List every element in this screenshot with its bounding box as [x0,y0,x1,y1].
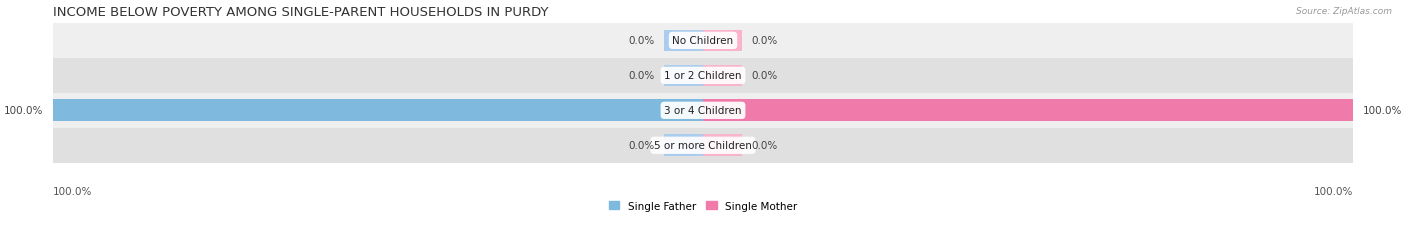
Bar [703,135,742,156]
Bar [53,100,703,122]
Bar [53,24,1353,59]
Text: 0.0%: 0.0% [628,71,654,81]
Text: 100.0%: 100.0% [4,106,44,116]
Text: 0.0%: 0.0% [752,141,778,151]
Bar [664,65,703,87]
Bar [703,100,1353,122]
Text: 0.0%: 0.0% [628,36,654,46]
Text: 0.0%: 0.0% [752,71,778,81]
Bar [703,30,742,52]
Bar [664,30,703,52]
Text: 100.0%: 100.0% [53,186,93,196]
Text: Source: ZipAtlas.com: Source: ZipAtlas.com [1296,7,1392,16]
Text: 5 or more Children: 5 or more Children [654,141,752,151]
Bar [53,59,1353,93]
Text: 1 or 2 Children: 1 or 2 Children [664,71,742,81]
Text: 0.0%: 0.0% [628,141,654,151]
Text: 3 or 4 Children: 3 or 4 Children [664,106,742,116]
Bar [53,128,1353,163]
Text: No Children: No Children [672,36,734,46]
Text: 100.0%: 100.0% [1362,106,1402,116]
Text: 100.0%: 100.0% [1313,186,1353,196]
Legend: Single Father, Single Mother: Single Father, Single Mother [609,201,797,211]
Bar [53,93,1353,128]
Text: 0.0%: 0.0% [752,36,778,46]
Bar [664,135,703,156]
Bar [703,65,742,87]
Text: INCOME BELOW POVERTY AMONG SINGLE-PARENT HOUSEHOLDS IN PURDY: INCOME BELOW POVERTY AMONG SINGLE-PARENT… [53,6,548,18]
